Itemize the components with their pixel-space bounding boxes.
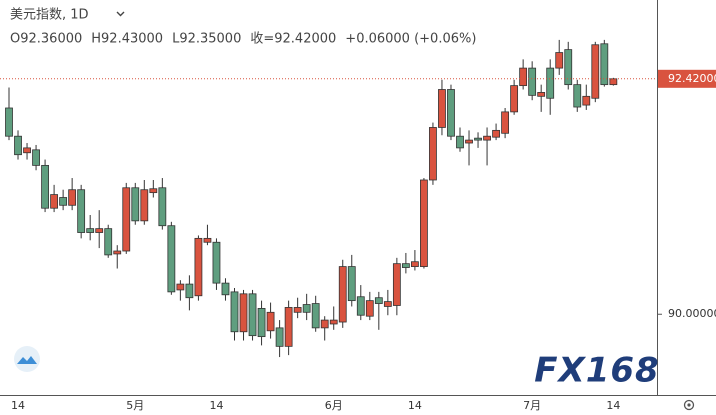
candle-body [50,194,58,209]
candle-body [555,52,564,69]
candle-body [140,189,149,222]
candle-body [528,67,537,96]
candle-body [537,92,546,97]
candle-body [149,188,158,194]
candle-body [131,187,140,222]
ohlc-legend: O92.36000 H92.43000 L92.35000 收=92.42000 +0.… [10,32,476,47]
candle-body [41,164,49,209]
candle-body [167,225,176,293]
candle-body [329,319,338,325]
candle-body [14,135,22,156]
candle-body [474,137,482,141]
last-price-label: 92.42000 [668,72,716,85]
candle-body [447,89,455,137]
candle-body [257,308,266,338]
candle-body [492,129,500,138]
x-tick-label: 14 [408,399,422,412]
candle-body [86,228,95,233]
legend-item: O92.36000 [10,32,82,47]
candle-body [77,189,86,233]
last-price-tag [658,69,716,88]
candle-body [501,111,510,134]
watermark: FX168 [534,351,659,391]
symbol-title: 美元指数, 1D [10,8,89,23]
candle-body [573,84,582,108]
candle-body [176,283,185,291]
candle-body [32,149,40,166]
candle-body [158,187,167,227]
candle-body [510,85,519,113]
x-tick-label: 6月 [325,399,343,412]
candle-body [302,304,311,313]
candle-body [104,228,113,256]
legend-item: +0.06000 (+0.06%) [345,32,476,47]
candle-body [609,78,618,86]
candle-body [420,179,428,267]
candle-body [591,44,600,99]
candle-body [456,135,464,149]
x-tick-label: 7月 [523,399,541,412]
candle-body [248,293,257,337]
dropdown-icon[interactable] [116,11,125,17]
candle-body [113,250,122,255]
x-tick-label: 14 [606,399,620,412]
candle-body [429,127,437,181]
legend-item: H92.43000 [91,32,163,47]
candle-body [311,303,320,329]
candle-body [293,307,302,313]
candle-body [392,263,401,306]
candle-body [68,189,77,206]
candle-body [95,228,104,233]
candle-body [410,261,419,267]
candle-body [519,67,528,87]
candle-body [356,296,365,316]
candle-body [582,95,591,106]
candle-body [374,297,383,304]
candle-body [383,301,392,307]
candle-body [483,135,491,141]
candle-body [230,291,239,333]
candle-body [185,283,194,299]
settings-icon[interactable] [683,399,695,411]
candle-body [465,139,473,144]
candle-body [347,266,356,302]
x-tick-label: 14 [11,399,25,412]
candle-body [338,266,347,323]
candle-body [320,319,329,329]
x-tick-label: 5月 [126,399,144,412]
candle-body [365,300,374,317]
candle-body [600,43,609,86]
candle-body [438,89,446,128]
candle-body [203,237,212,243]
candle-body [546,67,555,99]
candle-body [194,237,203,297]
y-tick-label: 90.00000 [668,307,716,320]
candle-body [275,327,284,347]
candle-body [23,147,31,154]
candle-body [239,293,248,333]
candle-body [5,107,13,137]
legend-item: L92.35000 [172,32,241,47]
candle-body [401,263,410,268]
candle-body [212,241,221,284]
candle-body [284,307,293,347]
legend-item: 收=92.42000 [250,32,336,47]
logo-icon [14,346,40,372]
candle-body [266,311,275,332]
candle-body [59,197,68,206]
candle-body [564,49,573,86]
candle-body [221,282,230,296]
candle-body [122,187,131,252]
x-tick-label: 14 [209,399,223,412]
